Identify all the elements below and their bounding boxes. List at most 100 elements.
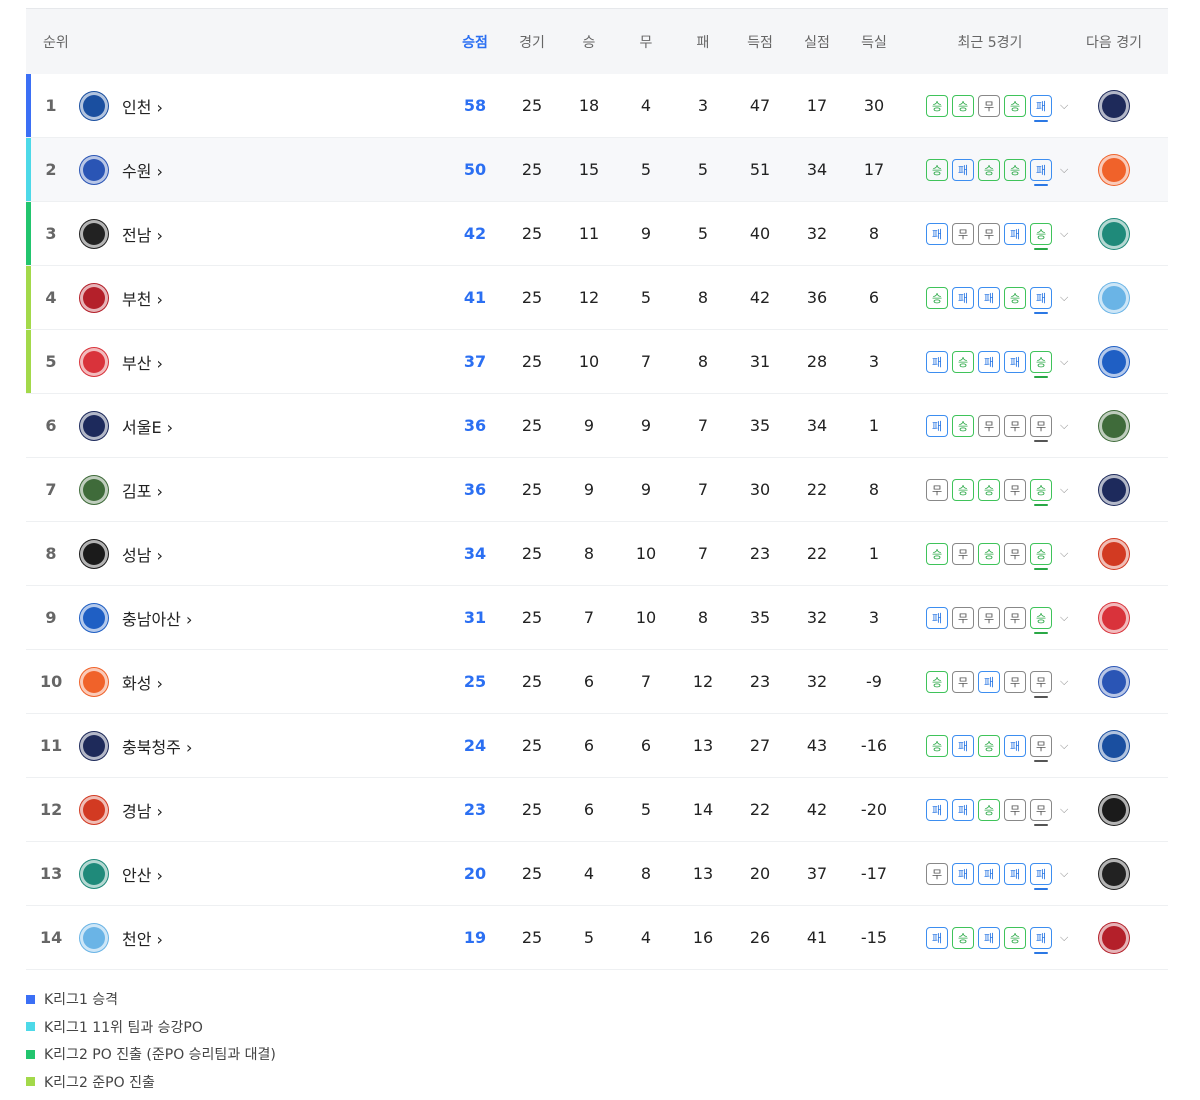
team-name[interactable]: 수원 (122, 161, 152, 181)
next-opponent-chungbuk-cheongju-logo-icon[interactable] (1099, 90, 1129, 121)
rank: 7 (45, 480, 57, 499)
team-name-link[interactable]: 부산 › (122, 350, 163, 374)
recent-results[interactable]: 패 무 무 무 승 ⌵ (926, 606, 1069, 634)
chevron-down-icon[interactable]: ⌵ (1060, 674, 1069, 688)
team-name[interactable]: 부천 (122, 289, 152, 309)
next-opponent-gimpo-logo-icon[interactable] (1099, 410, 1129, 441)
team-name[interactable]: 부산 (122, 353, 152, 373)
team-name[interactable]: 김포 (122, 481, 152, 501)
table-row[interactable]: 11 충북청주 › 24 25 6 6 13 27 43 -16 승 패 승 패 무 ⌵ (26, 714, 1168, 778)
team-name[interactable]: 서울E (122, 417, 162, 437)
table-row[interactable]: 12 경남 › 23 25 6 5 14 22 42 -20 패 패 승 무 무 ⌵ (26, 778, 1168, 842)
recent-results[interactable]: 패 패 승 무 무 ⌵ (926, 798, 1069, 826)
team-name[interactable]: 인천 (122, 97, 152, 117)
header-played[interactable]: 경기 (519, 34, 545, 51)
chevron-down-icon[interactable]: ⌵ (1060, 226, 1069, 240)
next-opponent-busan-logo-icon[interactable] (1099, 602, 1129, 633)
recent-results[interactable]: 승 승 무 승 패 ⌵ (926, 94, 1069, 122)
team-name-link[interactable]: 성남 › (122, 542, 163, 566)
team-name-link[interactable]: 화성 › (122, 670, 163, 694)
next-opponent-ansan-logo-icon[interactable] (1099, 218, 1129, 249)
team-name-link[interactable]: 충남아산 › (122, 606, 192, 630)
header-won[interactable]: 승 (582, 34, 596, 51)
table-row[interactable]: 3 전남 › 42 25 11 9 5 40 32 8 패 무 무 패 승 ⌵ (26, 202, 1168, 266)
recent-results[interactable]: 패 무 무 패 승 ⌵ (926, 222, 1069, 250)
header-lost[interactable]: 패 (696, 34, 710, 51)
team-name[interactable]: 충남아산 (122, 609, 181, 629)
result-badge: 승 (1004, 286, 1026, 309)
table-row[interactable]: 2 수원 › 50 25 15 5 5 51 34 17 승 패 승 승 패 ⌵ (26, 138, 1168, 202)
next-opponent-chungnam-asan-logo-icon[interactable] (1099, 346, 1129, 377)
chevron-down-icon[interactable]: ⌵ (1060, 290, 1069, 304)
chevron-right-icon: › (156, 673, 163, 693)
team-name[interactable]: 천안 (122, 929, 152, 949)
next-opponent-hwaseong-logo-icon[interactable] (1099, 154, 1129, 185)
table-row[interactable]: 4 부천 › 41 25 12 5 8 42 36 6 승 패 패 승 패 ⌵ (26, 266, 1168, 330)
table-row[interactable]: 13 안산 › 20 25 4 8 13 20 37 -17 무 패 패 패 패 ⌵ (26, 842, 1168, 906)
chevron-down-icon[interactable]: ⌵ (1060, 610, 1069, 624)
header-goal-diff[interactable]: 득실 (861, 34, 887, 51)
chevron-down-icon[interactable]: ⌵ (1060, 418, 1069, 432)
table-row[interactable]: 10 화성 › 25 25 6 7 12 23 32 -9 승 무 패 무 무 ⌵ (26, 650, 1168, 714)
next-opponent-bucheon-logo-icon[interactable] (1099, 922, 1129, 953)
team-name-link[interactable]: 안산 › (122, 862, 163, 886)
chevron-down-icon[interactable]: ⌵ (1060, 98, 1069, 112)
goals-against: 17 (806, 96, 828, 115)
team-name-link[interactable]: 천안 › (122, 926, 163, 950)
team-name-link[interactable]: 수원 › (122, 158, 163, 182)
recent-results[interactable]: 승 패 승 패 무 ⌵ (926, 734, 1069, 762)
header-goals-against[interactable]: 실점 (804, 34, 830, 51)
table-row[interactable]: 5 부산 › 37 25 10 7 8 31 28 3 패 승 패 패 승 ⌵ (26, 330, 1168, 394)
recent-results[interactable]: 패 승 무 무 무 ⌵ (926, 414, 1069, 442)
team-name-link[interactable]: 전남 › (122, 222, 163, 246)
next-opponent-seoul-e-logo-icon[interactable] (1099, 474, 1129, 505)
chevron-down-icon[interactable]: ⌵ (1060, 482, 1069, 496)
chevron-down-icon[interactable]: ⌵ (1060, 162, 1069, 176)
header-drawn[interactable]: 무 (639, 34, 653, 51)
result-label: 승 (931, 739, 943, 753)
table-row[interactable]: 14 천안 › 19 25 5 4 16 26 41 -15 패 승 패 승 패 ⌵ (26, 906, 1168, 970)
table-row[interactable]: 6 서울E › 36 25 9 9 7 35 34 1 패 승 무 무 무 ⌵ (26, 394, 1168, 458)
header-points[interactable]: 승점 (462, 34, 488, 51)
team-name-link[interactable]: 김포 › (122, 478, 163, 502)
team-name-link[interactable]: 경남 › (122, 798, 163, 822)
latest-underline (1034, 951, 1048, 954)
recent-results[interactable]: 패 승 패 승 패 ⌵ (926, 926, 1069, 954)
recent-results[interactable]: 무 패 패 패 패 ⌵ (926, 862, 1069, 890)
table-row[interactable]: 8 성남 › 34 25 8 10 7 23 22 1 승 무 승 무 승 ⌵ (26, 522, 1168, 586)
chevron-down-icon[interactable]: ⌵ (1060, 802, 1069, 816)
next-opponent-incheon-logo-icon[interactable] (1099, 730, 1129, 761)
next-opponent-seongnam-logo-icon[interactable] (1099, 794, 1129, 825)
table-row[interactable]: 7 김포 › 36 25 9 9 7 30 22 8 무 승 승 무 승 ⌵ (26, 458, 1168, 522)
team-name[interactable]: 전남 (122, 225, 152, 245)
team-name[interactable]: 성남 (122, 545, 152, 565)
recent-results[interactable]: 승 무 승 무 승 ⌵ (926, 542, 1069, 570)
team-name-link[interactable]: 부천 › (122, 286, 163, 310)
next-opponent-cheonan-logo-icon[interactable] (1099, 282, 1129, 313)
chevron-down-icon[interactable]: ⌵ (1060, 866, 1069, 880)
next-opponent-gyeongnam-logo-icon[interactable] (1099, 538, 1129, 569)
header-goals-for[interactable]: 득점 (747, 34, 773, 51)
played: 25 (521, 864, 543, 883)
chevron-down-icon[interactable]: ⌵ (1060, 930, 1069, 944)
recent-results[interactable]: 승 무 패 무 무 ⌵ (926, 670, 1069, 698)
next-opponent-jeonnam-logo-icon[interactable] (1099, 858, 1129, 889)
team-name-link[interactable]: 충북청주 › (122, 734, 192, 758)
chevron-down-icon[interactable]: ⌵ (1060, 546, 1069, 560)
table-row[interactable]: 1 인천 › 58 25 18 4 3 47 17 30 승 승 무 승 패 ⌵ (26, 74, 1168, 138)
recent-results[interactable]: 무 승 승 무 승 ⌵ (926, 478, 1069, 506)
recent-results[interactable]: 패 승 패 패 승 ⌵ (926, 350, 1069, 378)
result-badge: 승 (926, 286, 948, 309)
chevron-down-icon[interactable]: ⌵ (1060, 738, 1069, 752)
team-name[interactable]: 경남 (122, 801, 152, 821)
recent-results[interactable]: 승 패 승 승 패 ⌵ (926, 158, 1069, 186)
team-name[interactable]: 안산 (122, 865, 152, 885)
chevron-down-icon[interactable]: ⌵ (1060, 354, 1069, 368)
team-name[interactable]: 충북청주 (122, 737, 181, 757)
team-name-link[interactable]: 인천 › (122, 94, 163, 118)
team-name-link[interactable]: 서울E › (122, 414, 173, 438)
team-name[interactable]: 화성 (122, 673, 152, 693)
table-row[interactable]: 9 충남아산 › 31 25 7 10 8 35 32 3 패 무 무 무 승 ⌵ (26, 586, 1168, 650)
recent-results[interactable]: 승 패 패 승 패 ⌵ (926, 286, 1069, 314)
next-opponent-suwon-logo-icon[interactable] (1099, 666, 1129, 697)
